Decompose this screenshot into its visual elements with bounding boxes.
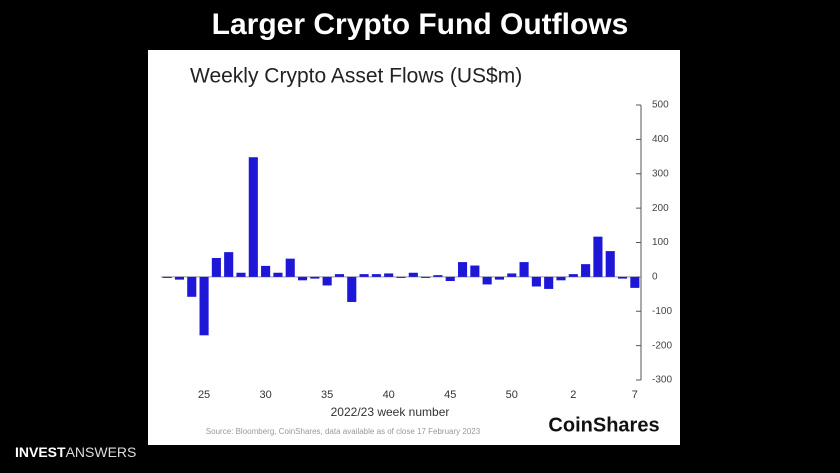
bar (581, 264, 591, 277)
bar (519, 262, 529, 277)
bar (224, 252, 234, 277)
bar (507, 273, 517, 277)
y-tick-label: 300 (652, 168, 669, 179)
bar (445, 276, 455, 281)
bar (211, 257, 221, 277)
brand-light: ANSWERS (66, 444, 137, 460)
bar (457, 262, 468, 277)
bar (482, 276, 492, 285)
y-tick-label: 500 (652, 100, 669, 111)
source-note: Source: Bloomberg, CoinShares, data avai… (206, 427, 481, 436)
x-axis-label: 2022/23 week number (331, 405, 450, 419)
bar (605, 251, 615, 277)
bar (630, 276, 640, 288)
logo: CoinShares (548, 414, 659, 436)
bar (334, 274, 345, 277)
bar (310, 276, 320, 279)
bar (261, 265, 271, 277)
bar (273, 272, 283, 277)
bar (322, 276, 332, 286)
bar (470, 265, 480, 277)
bar (544, 276, 554, 289)
bar (556, 276, 566, 281)
bar (593, 236, 603, 277)
y-tick-label: -200 (652, 340, 672, 351)
bar (531, 276, 541, 287)
bar (199, 276, 209, 336)
bar (187, 276, 197, 297)
bar (494, 276, 505, 280)
bar (285, 258, 295, 277)
x-tick-label: 45 (444, 389, 456, 401)
brand: INVESTANSWERS (15, 444, 136, 460)
bar (347, 276, 357, 302)
x-tick-label: 30 (259, 389, 271, 401)
bar (433, 275, 443, 277)
bar (359, 274, 369, 277)
bar (236, 272, 246, 277)
bar (371, 274, 381, 277)
y-tick-label: 0 (652, 272, 658, 283)
bar (384, 273, 394, 277)
y-tick-label: 400 (652, 134, 669, 145)
bar (248, 157, 258, 277)
bar (162, 276, 172, 278)
y-tick-label: 100 (652, 237, 669, 248)
y-tick-label: -300 (652, 375, 672, 386)
bar (408, 272, 418, 277)
bar (174, 276, 185, 280)
bar (568, 274, 578, 277)
chart-title: Weekly Crypto Asset Flows (US$m) (190, 65, 522, 88)
chart-panel (148, 50, 680, 445)
bar (421, 276, 431, 278)
x-tick-label: 25 (198, 389, 210, 401)
x-tick-label: 40 (383, 389, 395, 401)
y-tick-label: 200 (652, 203, 669, 214)
x-tick-label: 35 (321, 389, 333, 401)
page-title: Larger Crypto Fund Outflows (212, 8, 629, 41)
x-tick-label: 7 (632, 389, 638, 401)
bar (617, 276, 628, 279)
x-tick-label: 50 (506, 389, 518, 401)
bar (396, 276, 406, 278)
brand-bold: INVEST (15, 444, 66, 460)
x-tick-label: 2 (570, 389, 576, 401)
y-tick-label: -100 (652, 306, 672, 317)
bar (297, 276, 308, 281)
